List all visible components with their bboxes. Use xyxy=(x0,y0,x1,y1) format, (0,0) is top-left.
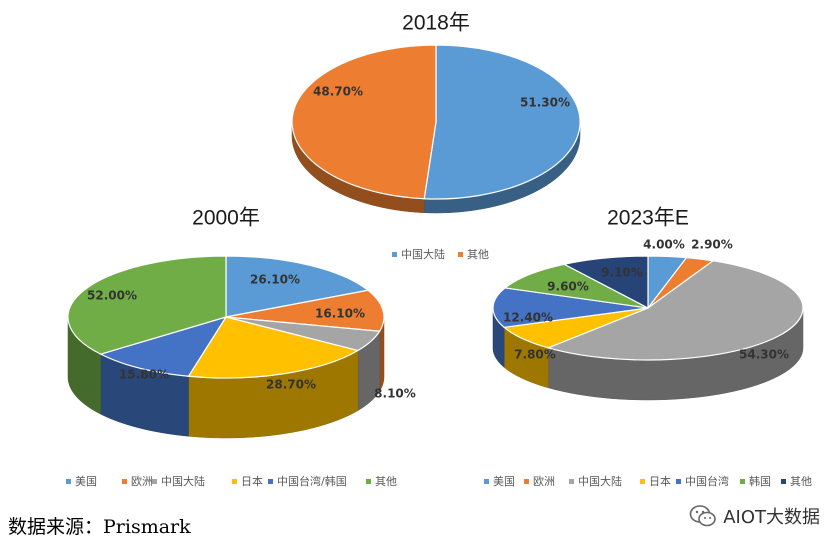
legend-swatch-2-3 xyxy=(640,479,645,484)
pie-slice-2-2 xyxy=(546,260,804,361)
legend-swatch-2-2 xyxy=(569,479,574,484)
data-label-2-1: 2.90% xyxy=(691,238,733,252)
legend-swatch-0-0 xyxy=(392,252,397,257)
legend-label-2-2: 中国大陆 xyxy=(578,474,622,488)
legend-label-1-4: 中国台湾/韩国 xyxy=(277,474,347,488)
data-label-0-1: 48.70% xyxy=(313,85,363,99)
pie-slice-1-1 xyxy=(225,289,385,332)
data-label-2-2: 54.30% xyxy=(739,348,789,362)
data-label-2-3: 7.80% xyxy=(514,348,556,362)
pie-slice-1-0 xyxy=(225,255,370,318)
pie-chart-2: 4.00% 2.90% 54.30% 7.80% 12.40% 9.60% 9.10% 202… xyxy=(484,207,812,488)
pie-chart-1: 26.10% 16.10% 8.10% 28.70% 15.80% 52.00% 2000年… xyxy=(66,207,416,488)
data-source-note: 数据来源：Prismark xyxy=(8,516,191,538)
pie-slice-0-1 xyxy=(291,44,437,200)
watermark: AIOT大数据 xyxy=(689,503,820,529)
pie-slice-1-5 xyxy=(67,255,227,355)
pie-slice-0-0 xyxy=(423,44,581,200)
legend-swatch-0-1 xyxy=(458,252,463,257)
legend-label-0-1: 其他 xyxy=(467,248,489,261)
chart-title-2: 2023年E xyxy=(607,207,689,230)
legend-swatch-2-0 xyxy=(484,479,489,484)
legend-swatch-1-5 xyxy=(366,479,371,484)
legend-label-0-0: 中国大陆 xyxy=(401,247,445,261)
data-label-0-0: 51.30% xyxy=(520,96,570,110)
pie-sides xyxy=(67,316,385,439)
pie-top xyxy=(67,255,385,379)
legend-swatch-2-6 xyxy=(781,479,786,484)
legend-label-2-5: 韩国 xyxy=(749,474,771,488)
data-label-2-5: 9.60% xyxy=(547,280,589,294)
legend-swatch-1-2 xyxy=(152,479,157,484)
legend-label-2-6: 其他 xyxy=(790,475,812,488)
pie-slice-1-4 xyxy=(99,315,228,377)
data-label-1-2: 8.10% xyxy=(374,387,416,401)
data-label-1-1: 16.10% xyxy=(315,307,365,321)
legend-label-2-0: 美国 xyxy=(493,475,515,488)
pie-top xyxy=(291,44,581,200)
legend-swatch-2-1 xyxy=(524,479,529,484)
legend-swatch-1-0 xyxy=(66,479,71,484)
chart-title-1: 2000年 xyxy=(192,207,260,230)
legend-label-2-4: 中国台湾 xyxy=(685,474,729,488)
legend-label-1-2: 中国大陆 xyxy=(161,474,205,488)
legend-swatch-1-4 xyxy=(268,479,273,484)
pie-slice-2-6 xyxy=(562,255,649,309)
legend-1: 美国 欧洲 中国大陆 日本 中国台湾/韩国 其他 xyxy=(66,474,397,488)
legend-0: 中国大陆 其他 xyxy=(392,247,489,261)
legend-2: 美国 欧洲 中国大陆 日本 中国台湾 韩国 其他 xyxy=(484,474,812,488)
chart-title-0: 2018年 xyxy=(402,12,470,35)
data-label-2-0: 4.00% xyxy=(643,238,685,252)
legend-label-1-5: 其他 xyxy=(375,475,397,488)
legend-label-1-1: 欧洲 xyxy=(131,475,153,488)
pie-top xyxy=(492,255,804,361)
legend-label-2-1: 欧洲 xyxy=(533,475,555,488)
data-label-2-4: 12.40% xyxy=(503,311,553,325)
legend-label-1-3: 日本 xyxy=(241,474,263,488)
pie-slice-2-4 xyxy=(492,287,649,328)
data-label-1-5: 52.00% xyxy=(87,289,137,303)
legend-label-2-3: 日本 xyxy=(649,474,671,488)
data-label-1-4: 15.80% xyxy=(119,368,169,382)
legend-swatch-2-5 xyxy=(740,479,745,484)
legend-swatch-1-3 xyxy=(232,479,237,484)
watermark-text: AIOT大数据 xyxy=(723,507,820,528)
data-label-1-0: 26.10% xyxy=(250,273,300,287)
wechat-icon xyxy=(689,505,717,527)
data-label-2-6: 9.10% xyxy=(601,266,643,280)
pie-slice-2-5 xyxy=(503,263,649,309)
legend-swatch-2-4 xyxy=(676,479,681,484)
pie-slice-1-3 xyxy=(187,316,360,379)
data-label-1-3: 28.70% xyxy=(266,378,316,392)
legend-label-1-0: 美国 xyxy=(75,475,97,488)
legend-swatch-1-1 xyxy=(122,479,127,484)
